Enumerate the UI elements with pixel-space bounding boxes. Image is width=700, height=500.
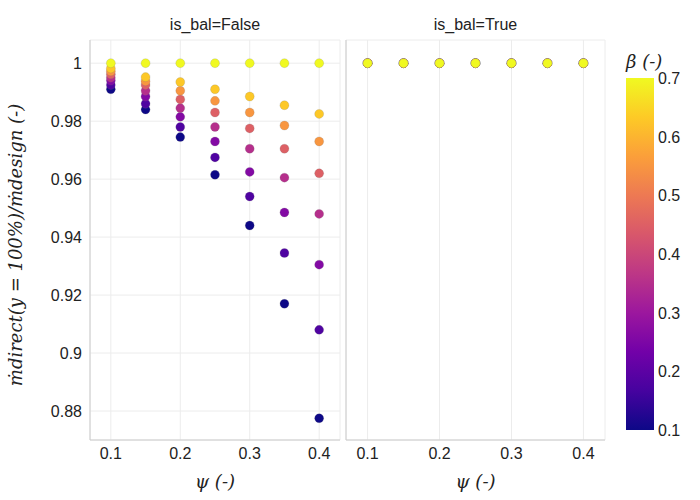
svg-text:0.96: 0.96 [51,171,82,188]
svg-text:0.4: 0.4 [308,445,330,462]
svg-text:0.94: 0.94 [51,229,82,246]
svg-text:ψ (-): ψ (-) [195,471,235,492]
svg-text:0.98: 0.98 [51,113,82,130]
svg-text:ṁdirect(y = 100%)/ṁdesign (-): ṁdirect(y = 100%)/ṁdesign (-) [5,104,26,386]
svg-text:0.2: 0.2 [658,363,680,380]
svg-text:0.7: 0.7 [658,70,680,87]
svg-text:is_bal=True: is_bal=True [434,16,518,34]
svg-text:0.2: 0.2 [169,445,191,462]
svg-text:0.92: 0.92 [51,287,82,304]
svg-text:is_bal=False: is_bal=False [170,16,260,34]
svg-text:0.9: 0.9 [60,345,82,362]
svg-text:0.88: 0.88 [51,403,82,420]
svg-text:0.3: 0.3 [500,445,522,462]
svg-text:0.4: 0.4 [572,445,594,462]
svg-text:0.3: 0.3 [658,305,680,322]
svg-text:0.2: 0.2 [428,445,450,462]
svg-text:1: 1 [73,55,82,72]
svg-text:0.4: 0.4 [658,246,680,263]
svg-text:β (-): β (-) [625,51,662,72]
svg-text:0.6: 0.6 [658,129,680,146]
svg-text:0.1: 0.1 [356,445,378,462]
svg-text:ψ (-): ψ (-) [456,471,496,492]
svg-text:0.1: 0.1 [100,445,122,462]
svg-text:0.1: 0.1 [658,422,680,439]
svg-text:0.5: 0.5 [658,187,680,204]
svg-text:0.3: 0.3 [239,445,261,462]
